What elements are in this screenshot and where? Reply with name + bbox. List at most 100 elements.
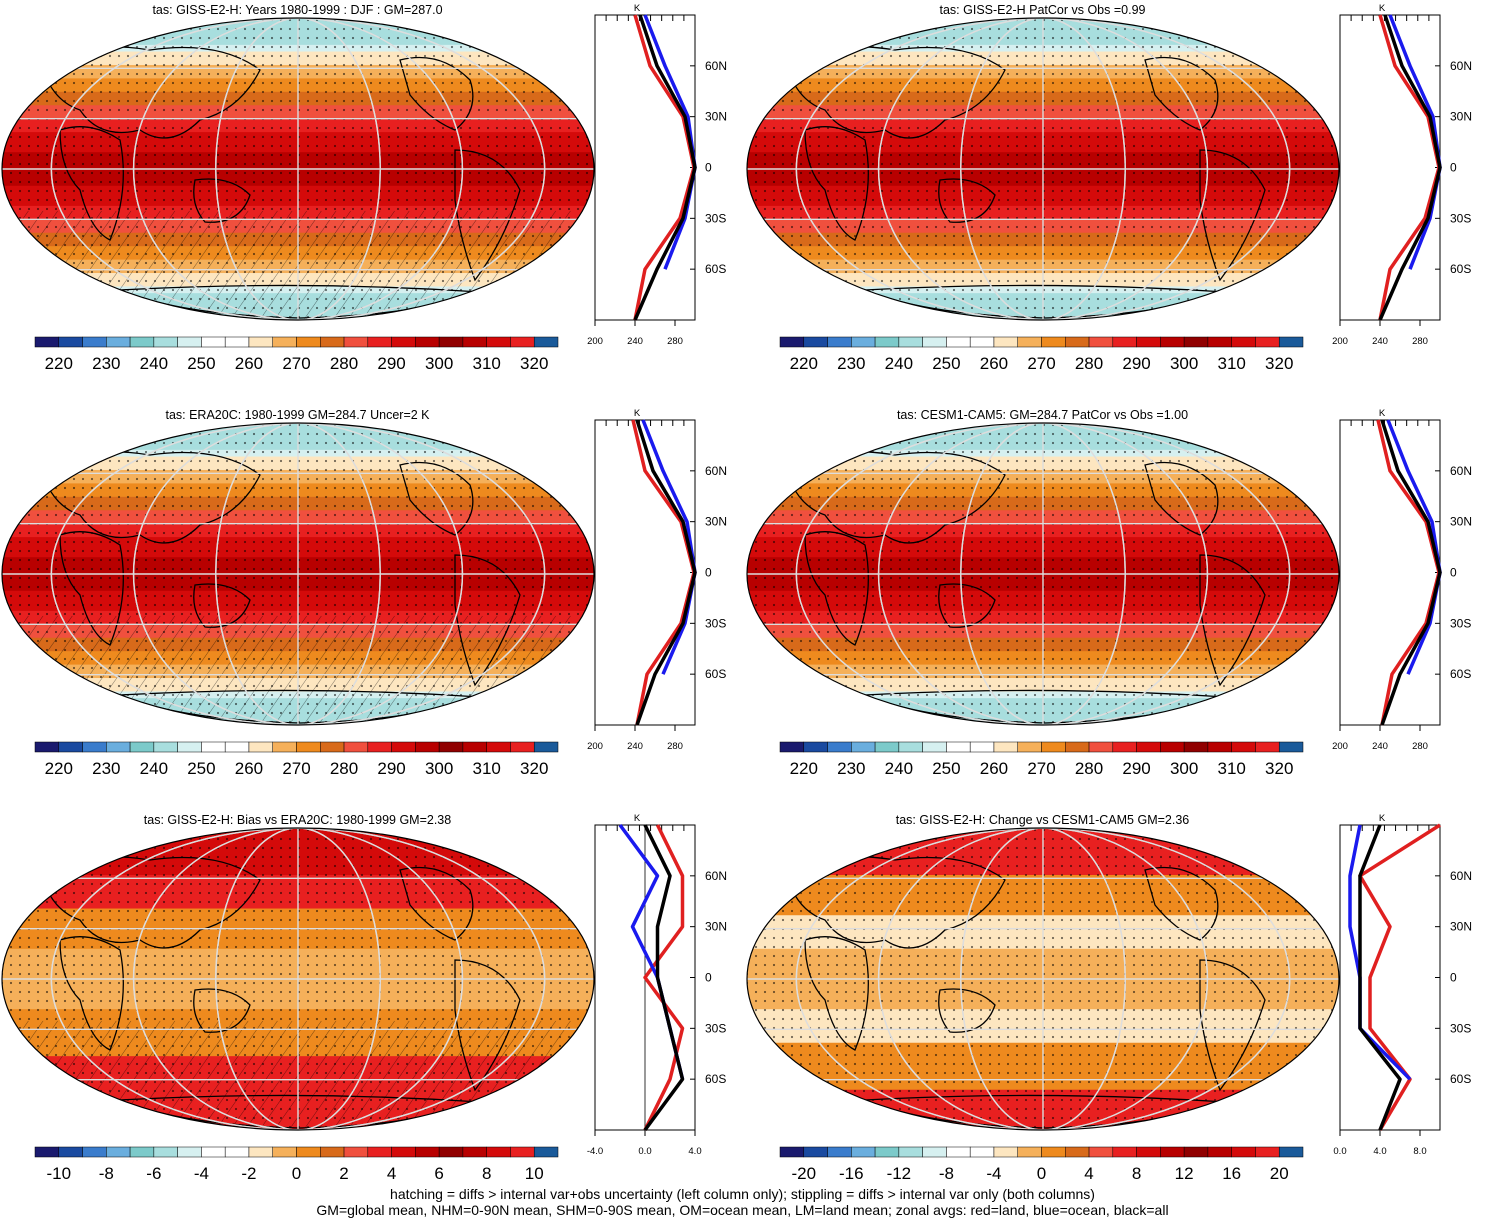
graticule-meridian (877, 18, 1209, 320)
colorbar-swatch (1017, 741, 1042, 753)
zonal-unit-label: K (634, 408, 641, 419)
colorbar-label: 230 (837, 759, 865, 778)
colorbar-swatch (993, 336, 1018, 348)
colorbar-swatch (58, 741, 83, 753)
colorbar-swatch (993, 1146, 1018, 1158)
graticule-meridian (132, 828, 464, 1130)
colorbar-swatch (827, 741, 852, 753)
colorbar-swatch (898, 1146, 923, 1158)
colorbar-swatch (415, 741, 440, 753)
colorbar-swatch (486, 741, 511, 753)
map-border (746, 17, 1340, 321)
colorbar-label: 310 (1217, 759, 1245, 778)
colorbar-label: 310 (472, 759, 500, 778)
zonal-series-all (1358, 824, 1402, 1131)
colorbar-label: 260 (235, 354, 263, 373)
colorbar-label: 220 (790, 759, 818, 778)
colorbar-label: -10 (46, 1164, 71, 1183)
panel-2: tas: GISS-E2-H PatCor vs Obs =0.99 220 23… (745, 0, 1485, 380)
zonal-frame (1339, 824, 1441, 1131)
chart-svg: -10 -8 -6 -4 -2 0 2 4 6 8 10 K -4.0 0.0 4.0 60N 30N 0 30S 6… (1, 813, 727, 1183)
colorbar-swatch (1207, 336, 1232, 348)
colorbar-swatch (34, 336, 60, 348)
colorbar-label: 270 (282, 759, 310, 778)
colorbar-swatch (1017, 1146, 1042, 1158)
colorbar-label: 12 (1175, 1164, 1194, 1183)
colorbar-swatch (851, 336, 876, 348)
colorbar-swatch (129, 741, 155, 753)
colorbar-label: 320 (1265, 759, 1293, 778)
colorbar-swatch (391, 1146, 416, 1158)
zonal-lat-label: 30N (1450, 515, 1472, 529)
colorbar-swatch (201, 336, 226, 348)
colorbar-swatch (224, 336, 250, 348)
colorbar-swatch (922, 1146, 947, 1158)
colorbar-swatch (320, 741, 345, 753)
zonal-unit-label: K (634, 813, 641, 824)
colorbar-swatch (779, 741, 805, 753)
colorbar-label: 300 (1170, 759, 1198, 778)
panel-title: tas: ERA20C: 1980-1999 GM=284.7 Uncer=2 … (165, 408, 430, 422)
chart-svg: 220 230 240 250 260 270 280 290 300 310 320 K 200 240… (746, 408, 1472, 778)
colorbar-swatch (462, 336, 487, 348)
colorbar-label: 240 (140, 354, 168, 373)
zonal-xtick-label: 240 (1372, 741, 1388, 752)
panel-title: tas: GISS-E2-H: Change vs CESM1-CAM5 GM=… (895, 813, 1190, 827)
hatching (2, 615, 594, 725)
zonal-unit-label: K (1379, 408, 1386, 419)
colorbar-label: 300 (425, 354, 453, 373)
zonal-xtick-label: 240 (1372, 336, 1388, 347)
colorbar-swatch (391, 741, 416, 753)
colorbar-swatch (367, 741, 392, 753)
colorbar-swatch (1278, 1146, 1304, 1158)
colorbar-swatch (1183, 741, 1209, 753)
colorbar-swatch (874, 1146, 900, 1158)
zonal-lat-label: 30S (1450, 211, 1471, 225)
zonal-lat-label: 30N (1450, 110, 1472, 124)
zonal-lat-label: 0 (1450, 566, 1457, 580)
colorbar-swatch (248, 1146, 273, 1158)
colorbar-label: 300 (1170, 354, 1198, 373)
panel-title: tas: GISS-E2-H PatCor vs Obs =0.99 (939, 3, 1146, 17)
colorbar-swatch (82, 741, 107, 753)
colorbar-swatch (343, 741, 369, 753)
zonal-lat-label: 60N (1450, 59, 1472, 73)
zonal-xtick-label: 240 (627, 336, 643, 347)
panel-title: tas: GISS-E2-H: Years 1980-1999 : DJF : … (152, 3, 443, 17)
colorbar-swatch (533, 741, 559, 753)
colorbar-label: 280 (1075, 759, 1103, 778)
panel-3: tas: ERA20C: 1980-1999 GM=284.7 Uncer=2 … (0, 405, 740, 785)
graticule-meridian (50, 18, 546, 320)
zonal-lat-label: 30S (705, 211, 726, 225)
colorbar-swatch (851, 741, 876, 753)
zonal-xtick-label: 200 (587, 336, 603, 347)
map-border (746, 827, 1340, 1131)
colorbar-swatch (82, 1146, 107, 1158)
colorbar-swatch (922, 741, 947, 753)
zonal-unit-label: K (1379, 813, 1386, 824)
graticule-meridian (960, 423, 1126, 725)
graticule-meridian (50, 423, 546, 725)
colorbar-label: 4 (387, 1164, 396, 1183)
colorbar-swatch (1160, 336, 1185, 348)
zonal-series-land (643, 824, 685, 1131)
colorbar-swatch (438, 336, 464, 348)
zonal-xtick-label: 280 (1412, 741, 1428, 752)
colorbar-swatch (1112, 336, 1137, 348)
colorbar-swatch (106, 741, 131, 753)
map-border (1, 422, 595, 726)
zonal-xtick-label: 240 (627, 741, 643, 752)
colorbar-label: 260 (980, 759, 1008, 778)
colorbar-swatch (1231, 741, 1256, 753)
colorbar-swatch (486, 1146, 511, 1158)
colorbar-swatch (1041, 741, 1066, 753)
colorbar-label: 260 (980, 354, 1008, 373)
zonal-xtick-label: 200 (1332, 336, 1348, 347)
panel-1: tas: GISS-E2-H: Years 1980-1999 : DJF : … (0, 0, 740, 380)
colorbar-swatch (510, 741, 535, 753)
zonal-lat-label: 60S (1450, 667, 1471, 681)
colorbar-swatch (1255, 1146, 1280, 1158)
zonal-lat-label: 60N (705, 464, 727, 478)
colorbar-label: 290 (1122, 354, 1150, 373)
colorbar-swatch (272, 741, 297, 753)
